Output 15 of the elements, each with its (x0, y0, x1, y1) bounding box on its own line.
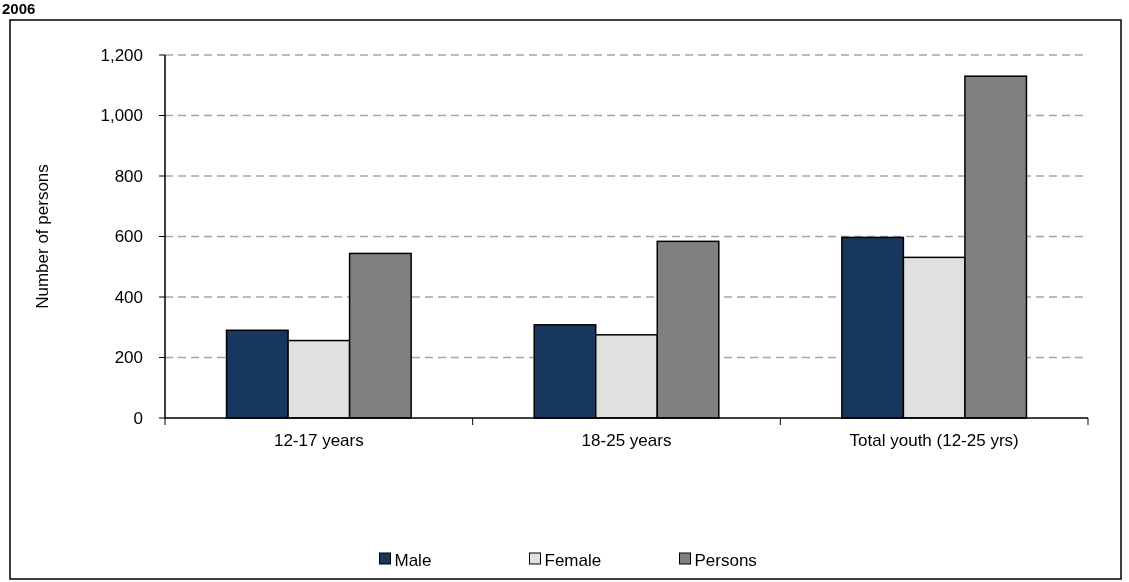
text: 2006 (2, 0, 36, 17)
legend-label: Male (394, 550, 432, 570)
y-tick-label: 1,200 (100, 45, 143, 65)
y-tick-label: 600 (114, 227, 143, 247)
x-tick-label: 18-25 years (581, 431, 672, 450)
y-axis-title: Number of persons (33, 164, 52, 309)
legend-label: Female (544, 550, 602, 570)
y-tick-label: 1,000 (100, 106, 143, 126)
y-tick-label: 0 (133, 408, 143, 428)
x-tick-label: 12-17 years (273, 431, 364, 450)
y-tick-label: 800 (114, 166, 143, 186)
x-tick-label: Total youth (12-25 yrs) (849, 431, 1019, 450)
y-tick-label: 400 (114, 287, 143, 307)
legend-label: Persons (694, 550, 757, 570)
y-tick-label: 200 (114, 348, 143, 368)
